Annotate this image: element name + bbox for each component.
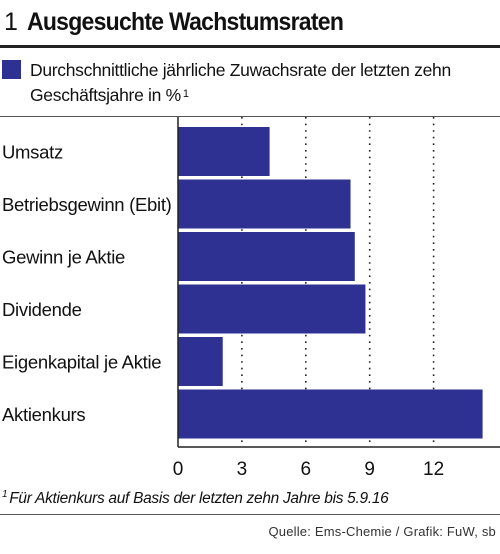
bar-chart: Umsatz Betriebsgewinn (Ebit) Gewinn je Akt… xyxy=(2,117,500,480)
bar xyxy=(178,179,351,229)
category-label: Dividende xyxy=(2,299,82,320)
legend-label: Durchschnittliche jährliche Zuwachsrate … xyxy=(30,60,451,105)
source-credit: Quelle: Ems-Chemie / Grafik: FuW, sb xyxy=(268,524,496,539)
category-label: Betriebsgewinn (Ebit) xyxy=(2,194,172,215)
chart-title: Ausgesuchte Wachstumsraten xyxy=(27,8,344,36)
legend-rule xyxy=(0,116,500,117)
bar xyxy=(178,337,223,386)
category-label: Aktienkurs xyxy=(2,404,85,425)
x-tick-label: 12 xyxy=(423,459,444,480)
footnote: 1 Für Aktienkurs auf Basis der letzten ze… xyxy=(2,489,389,508)
bar xyxy=(178,389,483,439)
x-tick-label: 3 xyxy=(237,459,248,480)
legend-swatch xyxy=(2,60,21,79)
x-tick-label: 0 xyxy=(173,459,184,480)
bar xyxy=(178,232,355,281)
chart-number: 1 xyxy=(4,8,18,36)
legend-footnote-mark: 1 xyxy=(182,88,189,100)
category-label: Eigenkapital je Aktie xyxy=(2,352,161,373)
header-rule xyxy=(0,45,500,48)
bar xyxy=(178,284,366,334)
bar xyxy=(178,127,270,176)
x-tick-label: 9 xyxy=(364,459,375,480)
footnote-mark: 1 xyxy=(2,489,8,500)
legend: Durchschnittliche jährliche Zuwachsrate … xyxy=(2,58,500,108)
chart-header: 1 Ausgesuchte Wachstumsraten xyxy=(4,8,371,42)
category-label: Gewinn je Aktie xyxy=(2,247,125,268)
footnote-text: Für Aktienkurs auf Basis der letzten zeh… xyxy=(9,490,389,507)
footer-rule xyxy=(0,514,500,515)
category-label: Umsatz xyxy=(2,142,63,163)
x-tick-label: 6 xyxy=(301,459,312,480)
